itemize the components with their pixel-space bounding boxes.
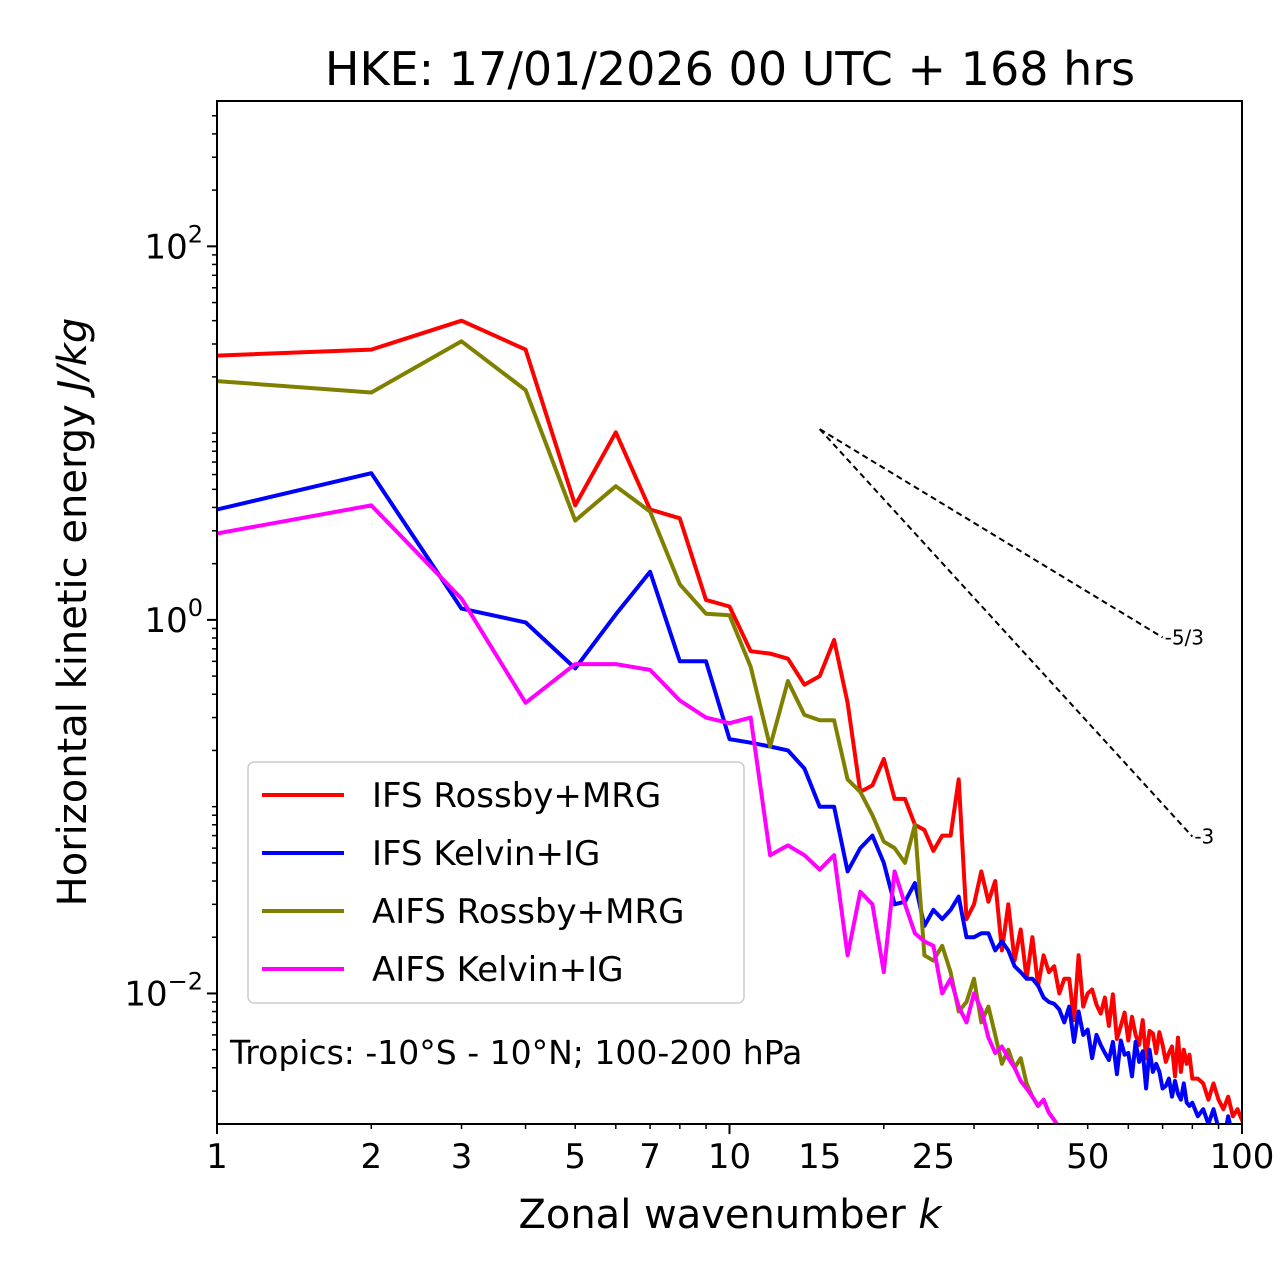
x-tick-label: 15	[798, 1137, 841, 1177]
reference-slope-label-1: -5/3	[1165, 625, 1204, 649]
y-tick-base: 10	[144, 227, 187, 267]
y-tick-exponent: −2	[168, 967, 203, 995]
series-group	[217, 318, 1242, 1124]
legend-label-aifs-rossby-mrg: AIFS Rossby+MRG	[372, 892, 684, 932]
reference-slopes: -5/3 -3	[819, 428, 1214, 849]
y-tick-base: 10	[144, 601, 187, 641]
y-tick-label: 10−2	[124, 967, 203, 1014]
x-tick-label: 2	[360, 1137, 382, 1177]
legend-label-ifs-rossby-mrg: IFS Rossby+MRG	[372, 776, 661, 816]
reference-slope-line-2	[819, 428, 1194, 838]
legend: IFS Rossby+MRG IFS Kelvin+IG AIFS Rossby+M…	[247, 761, 745, 1004]
x-axis-label-text: Zonal wavenumber	[518, 1192, 918, 1238]
legend-label-aifs-kelvin-ig: AIFS Kelvin+IG	[372, 950, 624, 990]
y-axis-label-unit: J/kg	[50, 318, 96, 399]
x-tick-label: 7	[639, 1137, 661, 1177]
y-axis-label-text: Horizontal kinetic energy	[50, 392, 96, 907]
y-tick-base: 10	[124, 974, 167, 1014]
x-tick-label: 1	[206, 1137, 228, 1177]
x-axis-label: Zonal wavenumber k	[518, 1192, 943, 1238]
series-line-ifs-rossby-mrg	[217, 318, 1242, 1123]
region-annotation: Tropics: -10°S - 10°N; 100-200 hPa	[229, 1033, 802, 1072]
x-tick-label: 100	[1210, 1137, 1275, 1177]
y-axis-label: Horizontal kinetic energy J/kg	[50, 318, 96, 907]
y-tick-exponent: 0	[188, 594, 203, 622]
x-tick-label: 25	[912, 1137, 955, 1177]
reference-slope-line-1	[819, 428, 1164, 639]
x-tick-label: 50	[1066, 1137, 1109, 1177]
x-tick-label: 10	[708, 1137, 751, 1177]
x-axis-label-variable: k	[918, 1192, 943, 1238]
chart-title: HKE: 17/01/2026 00 UTC + 168 hrs	[325, 42, 1135, 96]
y-tick-exponent: 2	[188, 220, 203, 248]
x-axis-ticks: 1 2 3 5 7 10 15 25 50 100	[206, 1124, 1274, 1177]
x-tick-label: 3	[451, 1137, 473, 1177]
series-line-aifs-kelvin-ig	[217, 503, 1060, 1124]
reference-slope-label-2: -3	[1194, 825, 1214, 849]
legend-label-ifs-kelvin-ig: IFS Kelvin+IG	[372, 834, 600, 874]
legend-box	[247, 761, 745, 1004]
series-line-ifs-kelvin-ig	[217, 471, 1232, 1124]
y-tick-label: 100	[144, 594, 203, 641]
y-tick-label: 102	[144, 220, 203, 267]
x-tick-label: 5	[564, 1137, 586, 1177]
series-line-aifs-rossby-mrg	[217, 339, 1060, 1124]
